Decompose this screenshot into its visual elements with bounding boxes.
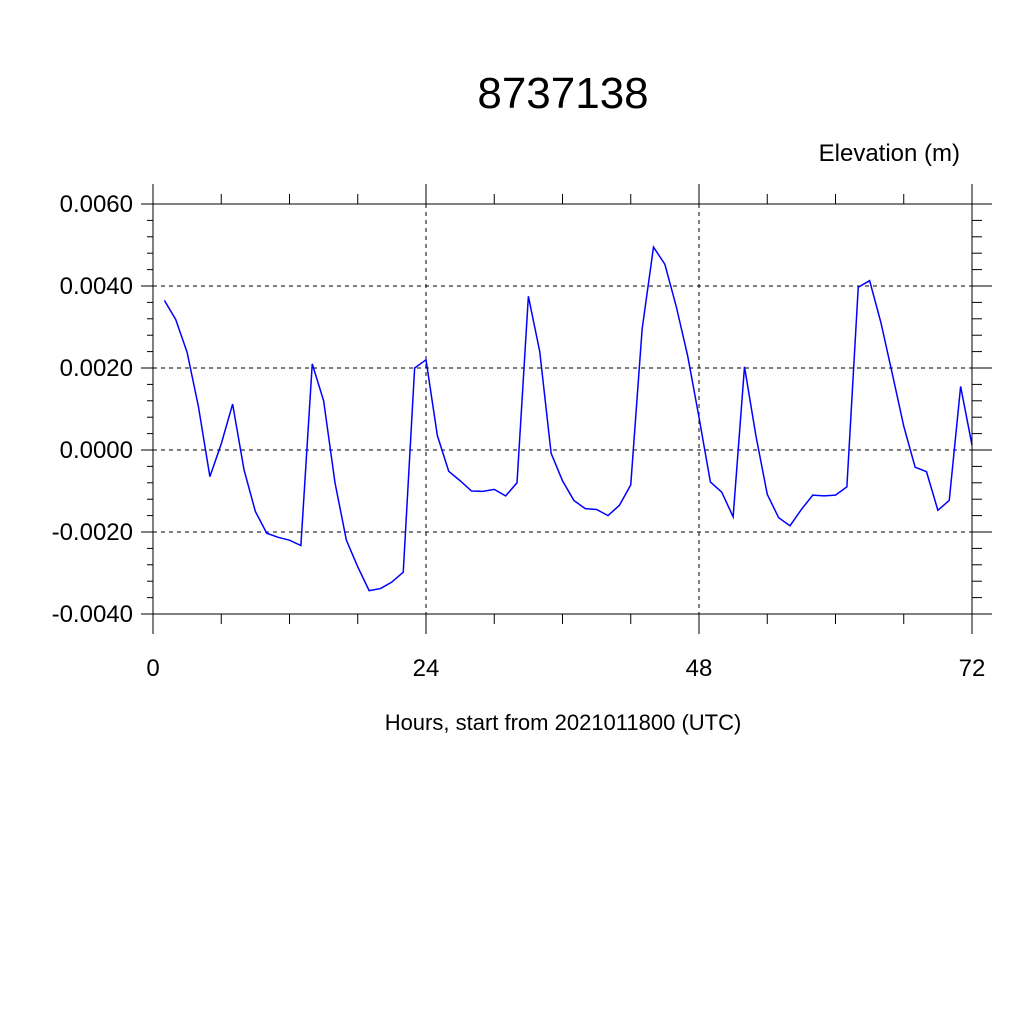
y-tick-label: 0.0020 bbox=[60, 355, 133, 382]
grid-lines bbox=[152, 203, 973, 615]
x-tick-label: 72 bbox=[959, 655, 986, 682]
y-tick-label: -0.0020 bbox=[52, 519, 133, 546]
x-tick-label: 48 bbox=[686, 655, 713, 682]
series-layer bbox=[163, 244, 973, 592]
plot-frame bbox=[152, 203, 973, 615]
y-tick-label: 0.0060 bbox=[60, 191, 133, 218]
y-tick-label: -0.0040 bbox=[52, 601, 133, 628]
y-tick-label: 0.0000 bbox=[60, 437, 133, 464]
chart-title: 8737138 bbox=[477, 69, 648, 118]
axis-ticks bbox=[141, 184, 992, 634]
x-tick-label: 24 bbox=[413, 655, 440, 682]
series-line bbox=[163, 244, 973, 592]
x-axis-label: Hours, start from 2021011800 (UTC) bbox=[385, 710, 742, 735]
y-axis-label: Elevation (m) bbox=[819, 140, 960, 167]
tick-labels: -0.0040 -0.0020 0.0000 0.0020 0.0040 0.0060 0 2… bbox=[52, 191, 986, 682]
x-tick-label: 0 bbox=[146, 655, 159, 682]
y-tick-label: 0.0040 bbox=[60, 273, 133, 300]
